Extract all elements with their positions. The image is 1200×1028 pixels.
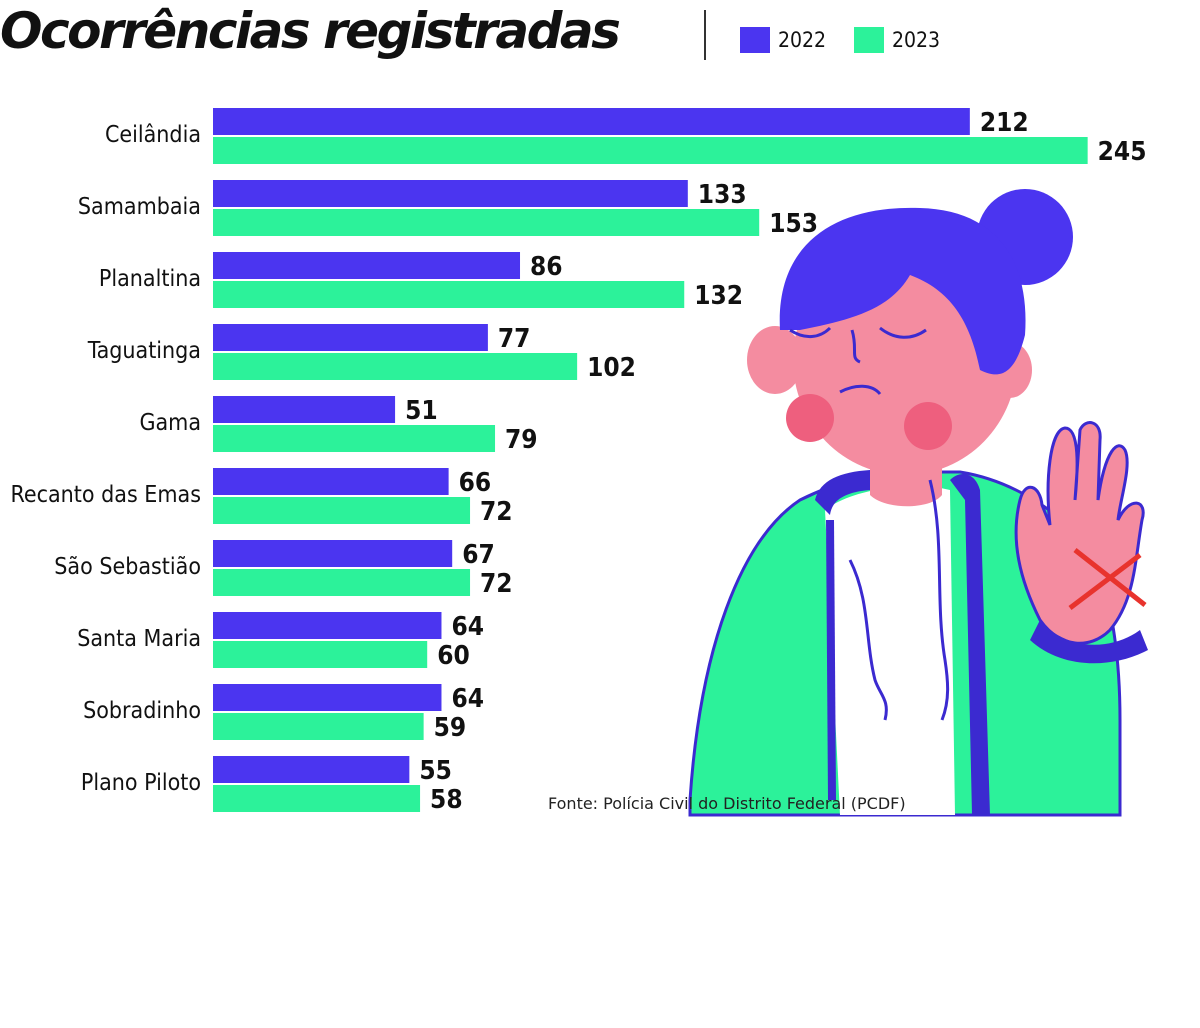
data-label-2023: 72: [480, 569, 513, 599]
data-label-2022: 212: [980, 108, 1029, 138]
legend-label-2022: 2022: [778, 28, 827, 52]
bar-2023: [213, 713, 424, 740]
data-label-2023: 58: [430, 785, 463, 815]
bar-2023: [213, 497, 471, 524]
bar-chart: Ceilândia 212 245 Samambaia 133 153 Planaltina…: [11, 108, 1147, 815]
legend-item-2023: 2023: [854, 26, 940, 54]
bar-2023: [213, 425, 496, 452]
category-label: Recanto das Emas: [11, 482, 201, 508]
legend-swatch-2023: [854, 27, 884, 53]
bar-2022: [213, 540, 453, 567]
data-label-2023: 72: [480, 497, 513, 527]
category-label: Samambaia: [78, 194, 201, 220]
data-label-2022: 64: [451, 684, 484, 714]
category-label: Sobradinho: [83, 698, 201, 724]
title-divider: [704, 10, 706, 60]
bar-2022: [213, 396, 396, 423]
bar-2022: [213, 684, 442, 711]
legend-item-2022: 2022: [740, 26, 826, 54]
bar-2022: [213, 612, 442, 639]
chart-title: Ocorrências registradas: [0, 2, 621, 60]
data-label-2023: 132: [694, 281, 743, 311]
category-label: Ceilândia: [105, 122, 201, 148]
bar-2022: [213, 252, 521, 279]
legend-label-2023: 2023: [892, 28, 941, 52]
data-label-2023: 102: [587, 353, 636, 383]
bar-2023: [213, 137, 1088, 164]
data-label-2022: 66: [459, 468, 492, 498]
data-label-2022: 133: [698, 180, 747, 210]
bar-2022: [213, 756, 410, 783]
data-label-2022: 51: [405, 396, 438, 426]
bar-2023: [213, 785, 421, 812]
data-label-2023: 60: [437, 641, 470, 671]
data-label-2022: 64: [451, 612, 484, 642]
bar-2023: [213, 353, 578, 380]
data-label-2022: 55: [419, 756, 452, 786]
bar-2023: [213, 209, 760, 236]
data-label-2022: 77: [498, 324, 531, 354]
bar-2023: [213, 281, 685, 308]
category-label: Santa Maria: [77, 626, 201, 652]
category-label: São Sebastião: [54, 554, 201, 580]
data-label-2022: 67: [462, 540, 495, 570]
category-label: Taguatinga: [87, 338, 201, 364]
legend-swatch-2022: [740, 27, 770, 53]
source-note: Fonte: Polícia Civil do Distrito Federal…: [548, 794, 906, 813]
data-label-2023: 59: [434, 713, 467, 743]
bar-2023: [213, 641, 428, 668]
data-label-2022: 86: [530, 252, 563, 282]
bar-2022: [213, 108, 970, 135]
category-label: Planaltina: [99, 266, 201, 292]
woman-stop-gesture-illustration: [688, 189, 1148, 817]
data-label-2023: 245: [1098, 137, 1147, 167]
bar-2022: [213, 180, 688, 207]
data-label-2023: 79: [505, 425, 538, 455]
bar-2023: [213, 569, 471, 596]
bar-2022: [213, 468, 449, 495]
category-label: Gama: [139, 410, 201, 436]
category-label: Plano Piloto: [81, 770, 201, 796]
data-label-2023: 153: [769, 209, 818, 239]
bar-2022: [213, 324, 488, 351]
